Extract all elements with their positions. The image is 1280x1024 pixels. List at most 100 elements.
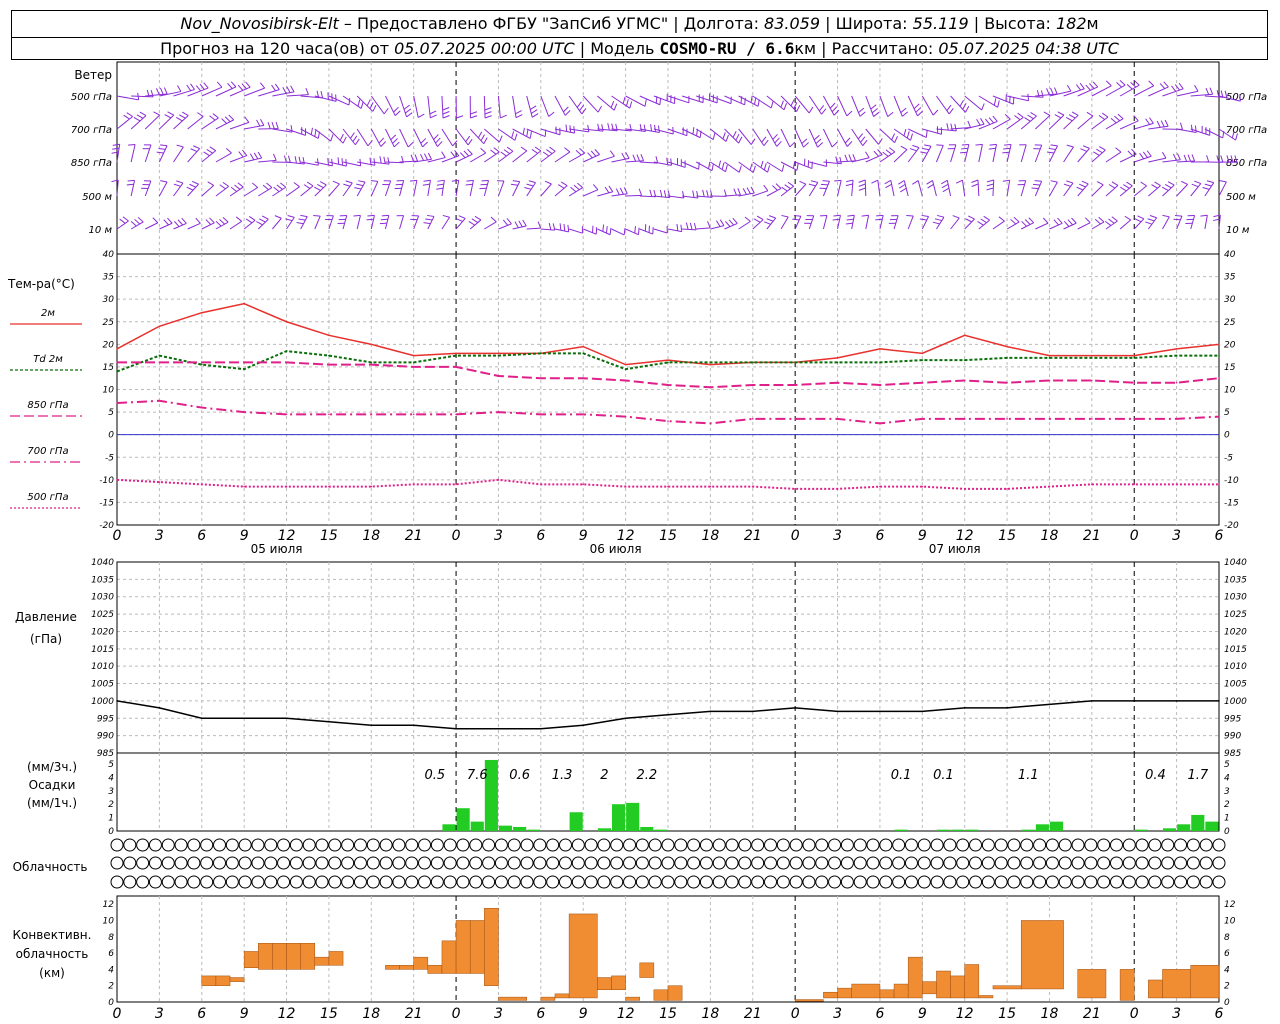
wind-barb-feather xyxy=(273,186,280,193)
wind-barb-feather xyxy=(423,179,431,182)
wind-barb-feather xyxy=(1137,215,1145,220)
temp-point xyxy=(921,485,924,488)
cloud-symbol xyxy=(187,875,201,889)
wind-barb-feather xyxy=(657,125,660,133)
conv-bar xyxy=(243,951,259,969)
temp-point xyxy=(624,485,627,488)
wind-barb-feather xyxy=(244,116,250,123)
wind-barb xyxy=(992,220,1005,230)
temp-point xyxy=(540,413,542,416)
wind-barb xyxy=(427,95,431,118)
conv-bar xyxy=(879,989,895,999)
wind-barb-feather xyxy=(1084,217,1091,224)
wind-barb xyxy=(427,216,435,230)
wind-barb xyxy=(215,185,229,197)
wind-barb-feather xyxy=(529,131,532,139)
pressure-point xyxy=(540,727,542,730)
conv-xtick: 6 xyxy=(1215,1006,1224,1022)
temp-point xyxy=(624,363,627,366)
cloud-panel: Облачность xyxy=(13,838,1226,889)
wind-barb xyxy=(413,215,420,230)
wind-barb-feather xyxy=(707,221,711,229)
wind-barb xyxy=(441,95,444,118)
precip-total: 0.4 xyxy=(1145,768,1166,783)
temp-point xyxy=(1218,343,1220,346)
wind-barb xyxy=(1077,222,1091,230)
wind-barb-feather xyxy=(1230,155,1234,163)
wind-barb-feather xyxy=(885,183,892,189)
cloud-symbol xyxy=(802,838,816,852)
precip-ytick-right: 5 xyxy=(1224,760,1230,770)
conv-bar xyxy=(413,956,429,970)
cloud-symbol xyxy=(802,856,816,870)
wind-barb xyxy=(667,128,688,137)
cloud-symbol xyxy=(815,875,829,889)
temp-point xyxy=(1091,483,1093,486)
wind-barb-feather xyxy=(1231,131,1235,139)
cloud-symbol xyxy=(725,838,739,852)
wind-barb-feather xyxy=(1101,112,1109,118)
temp-point xyxy=(1218,354,1220,357)
wind-barb xyxy=(1162,159,1181,163)
wind-barb xyxy=(286,128,306,136)
wind-barb-feather xyxy=(206,148,213,154)
cloud-symbol xyxy=(392,875,406,889)
wind-barb-feather xyxy=(776,140,782,147)
wind-barb xyxy=(469,219,482,230)
wind-barb-feather xyxy=(1179,122,1183,130)
wind-barb-feather xyxy=(685,222,689,230)
temp-point xyxy=(200,361,203,364)
wind-barb xyxy=(441,128,454,147)
cloud-symbol xyxy=(956,856,970,870)
wind-barb-feather xyxy=(1063,221,1070,227)
temp-ytick-right: -10 xyxy=(1224,476,1239,486)
wind-barb xyxy=(667,195,684,199)
temp-ytick-right: 40 xyxy=(1224,250,1236,260)
temp-point xyxy=(667,361,669,364)
wind-barb-feather xyxy=(427,214,435,217)
wind-barb-feather xyxy=(1216,90,1220,98)
wind-barb xyxy=(710,225,725,230)
precip-bar xyxy=(626,802,640,831)
pressure-point xyxy=(963,707,966,709)
conv-xtick: 6 xyxy=(536,1006,545,1022)
wind-barb-feather xyxy=(406,112,413,118)
cloud-symbol xyxy=(520,856,534,870)
wind-barb-feather xyxy=(780,100,784,108)
conv-bar xyxy=(300,943,316,970)
wind-barb xyxy=(145,222,159,230)
cloud-symbol xyxy=(161,875,175,889)
wind-barb-feather xyxy=(512,180,520,183)
wind-barb-feather xyxy=(207,181,215,186)
wind-barb-feather xyxy=(425,218,433,221)
cloud-symbol xyxy=(764,875,778,889)
wind-barb-feather xyxy=(290,85,295,93)
wind-barb-feather xyxy=(353,214,361,217)
cloud-symbol xyxy=(930,856,944,870)
calc-label: | Рассчитано: xyxy=(816,39,939,58)
wind-barb xyxy=(696,227,711,230)
wind-barb-feather xyxy=(506,218,512,225)
wind-barb-feather xyxy=(708,161,711,169)
wind-barb xyxy=(903,180,909,197)
wind-barb-feather xyxy=(484,115,492,119)
wind-barb-feather xyxy=(989,143,997,146)
wind-barb xyxy=(498,150,514,163)
cloud-symbol xyxy=(148,838,162,852)
wind-barb-feather xyxy=(613,103,618,111)
cloud-symbol xyxy=(584,856,598,870)
conv-bar xyxy=(907,956,923,999)
cloud-symbol xyxy=(1186,838,1200,852)
wind-barb-feather xyxy=(796,104,801,112)
wind-barb xyxy=(1091,85,1112,97)
cloud-symbol xyxy=(789,838,803,852)
wind-barb xyxy=(653,161,672,166)
wind-barb-feather xyxy=(1156,120,1161,128)
wind-barb-feather xyxy=(636,154,641,162)
cloud-symbol xyxy=(1212,875,1226,889)
wind-barb-feather xyxy=(167,217,173,224)
cloud-symbol xyxy=(328,856,342,870)
wind-barb-feather xyxy=(992,115,998,122)
wind-barb-feather xyxy=(977,221,984,226)
